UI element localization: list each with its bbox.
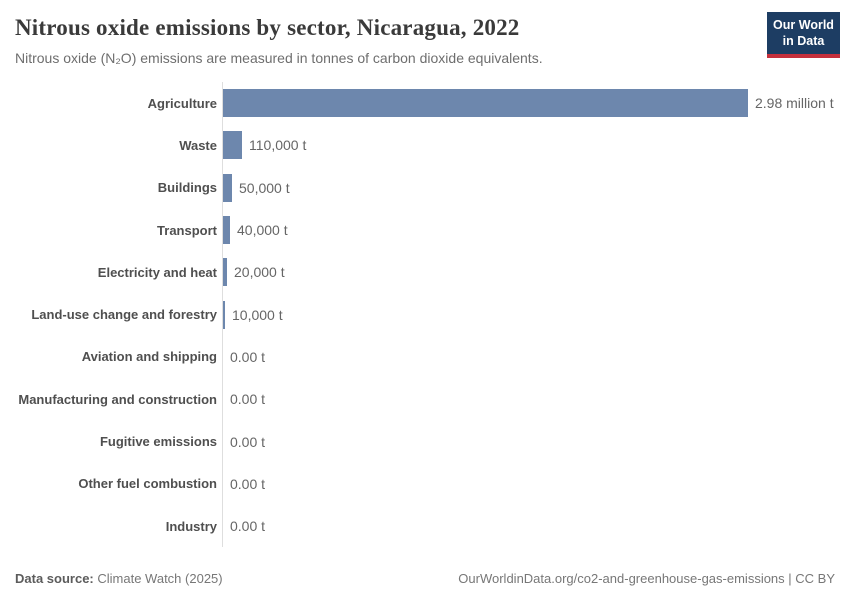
bar-area: 0.00 t [222, 420, 850, 463]
category-label: Waste [179, 137, 217, 153]
bar-area: 20,000 t [222, 251, 850, 294]
chart-title: Nitrous oxide emissions by sector, Nicar… [15, 15, 520, 40]
bar-transport [223, 216, 230, 245]
value-label: 0.00 t [230, 433, 266, 450]
chart-row: Land-use change and forestry 10,000 t [0, 293, 850, 336]
bar-chart: Agriculture 2.98 million t Waste 110,000 t B… [0, 82, 850, 548]
owid-logo-line2: in Data [782, 34, 825, 49]
value-label: 10,000 t [232, 306, 283, 323]
chart-header: Nitrous oxide emissions by sector, Nicar… [0, 0, 850, 66]
chart-row: Transport 40,000 t [0, 208, 850, 252]
bar-land-use-change-and-forestry [223, 300, 225, 329]
chart-row: Aviation and shipping 0.00 t [0, 335, 850, 379]
category-label: Industry [165, 518, 217, 534]
value-label: 40,000 t [237, 222, 288, 239]
category-label: Fugitive emissions [99, 434, 217, 450]
value-label: 0.00 t [230, 475, 266, 492]
value-label: 20,000 t [234, 264, 285, 281]
chart-row: Industry 0.00 t [0, 504, 850, 548]
data-source-value: Climate Watch (2025) [97, 571, 223, 586]
attribution-link[interactable]: OurWorldinData.org/co2-and-greenhouse-ga… [458, 571, 835, 586]
chart-row: Electricity and heat 20,000 t [0, 251, 850, 294]
bar-area: 0.00 t [222, 378, 850, 421]
bar-area: 50,000 t [222, 166, 850, 209]
category-label: Transport [157, 222, 217, 238]
owid-logo[interactable]: Our World in Data [767, 12, 840, 58]
chart-row: Manufacturing and construction 0.00 t [0, 378, 850, 421]
owid-logo-line1: Our World [773, 18, 834, 32]
value-label: 0.00 t [230, 348, 266, 365]
chart-footer: Data source: Climate Watch (2025) OurWor… [0, 571, 850, 586]
bar-area: 10,000 t [222, 293, 850, 336]
chart-row: Other fuel combustion 0.00 t [0, 462, 850, 505]
value-label: 2.98 million t [755, 95, 834, 112]
chart-row: Buildings 50,000 t [0, 166, 850, 209]
bar-waste [223, 131, 242, 160]
category-label: Aviation and shipping [81, 349, 217, 365]
bar-buildings [223, 173, 232, 202]
category-label: Land-use change and forestry [31, 307, 217, 323]
category-label: Electricity and heat [97, 264, 217, 280]
bar-area: 0.00 t [222, 462, 850, 505]
category-label: Buildings [157, 180, 217, 196]
chart-subtitle: Nitrous oxide (N₂O) emissions are measur… [15, 50, 543, 66]
value-label: 0.00 t [230, 391, 266, 408]
bar-area: 0.00 t [222, 504, 850, 548]
value-label: 50,000 t [239, 179, 290, 196]
chart-row: Agriculture 2.98 million t [0, 82, 850, 125]
category-label: Agriculture [147, 95, 217, 111]
value-label: 0.00 t [230, 518, 266, 535]
bar-agriculture [223, 89, 748, 118]
data-source-label: Data source: [15, 571, 94, 586]
chart-row: Fugitive emissions 0.00 t [0, 420, 850, 463]
category-label: Manufacturing and construction [18, 391, 217, 407]
bar-electricity-and-heat [223, 258, 227, 287]
data-source: Data source: Climate Watch (2025) [15, 571, 223, 586]
value-label: 110,000 t [249, 137, 307, 154]
category-label: Other fuel combustion [78, 476, 217, 492]
bar-area: 40,000 t [222, 208, 850, 252]
chart-row: Waste 110,000 t [0, 124, 850, 167]
bar-area: 0.00 t [222, 335, 850, 379]
bar-area: 110,000 t [222, 124, 850, 167]
bar-area: 2.98 million t [222, 82, 850, 125]
